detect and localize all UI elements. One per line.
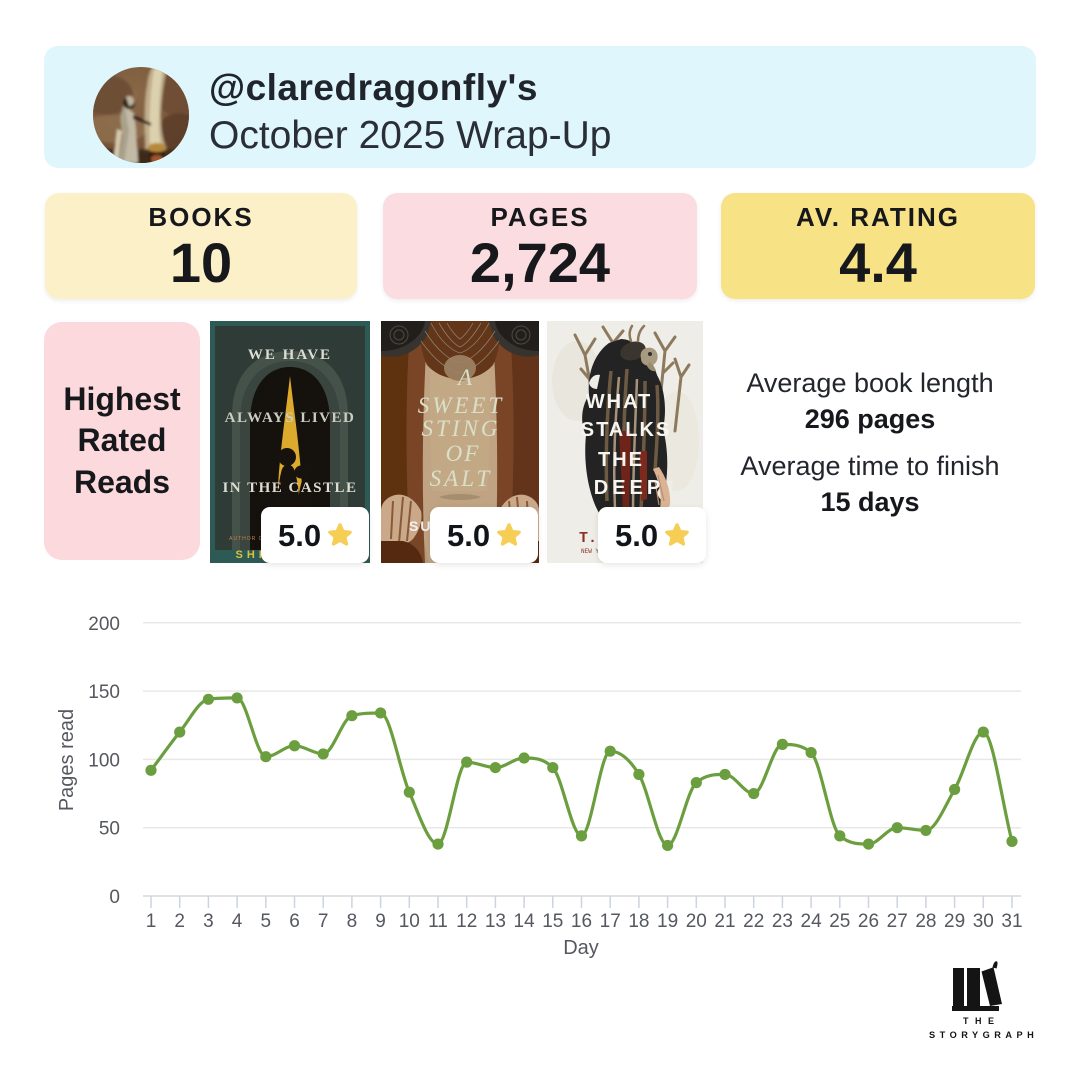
svg-text:STING: STING bbox=[422, 416, 501, 441]
svg-text:29: 29 bbox=[944, 911, 965, 932]
svg-text:50: 50 bbox=[99, 819, 120, 840]
svg-text:Pages read: Pages read bbox=[56, 709, 78, 811]
svg-text:27: 27 bbox=[887, 911, 908, 932]
svg-text:ALWAYS LIVED: ALWAYS LIVED bbox=[225, 410, 356, 426]
svg-text:24: 24 bbox=[801, 911, 823, 932]
svg-text:22: 22 bbox=[743, 911, 764, 932]
svg-text:18: 18 bbox=[628, 911, 649, 932]
svg-text:NEW YO: NEW YO bbox=[581, 548, 603, 555]
svg-text:THE: THE bbox=[963, 1016, 1001, 1026]
svg-text:21: 21 bbox=[714, 911, 735, 932]
svg-text:150: 150 bbox=[88, 682, 120, 703]
svg-text:20: 20 bbox=[686, 911, 707, 932]
svg-text:OF: OF bbox=[446, 441, 481, 466]
svg-text:16: 16 bbox=[571, 911, 592, 932]
svg-text:SALT: SALT bbox=[430, 466, 493, 491]
svg-text:IN THE CASTLE: IN THE CASTLE bbox=[222, 480, 357, 496]
svg-text:17: 17 bbox=[600, 911, 621, 932]
svg-text:Day: Day bbox=[563, 937, 599, 959]
svg-text:11: 11 bbox=[428, 911, 448, 932]
svg-text:7: 7 bbox=[318, 911, 329, 932]
svg-text:STALKS: STALKS bbox=[581, 419, 672, 441]
svg-text:25: 25 bbox=[829, 911, 850, 932]
svg-text:9: 9 bbox=[375, 911, 386, 932]
svg-text:SWEET: SWEET bbox=[418, 393, 505, 418]
svg-text:19: 19 bbox=[657, 911, 678, 932]
svg-text:31: 31 bbox=[1001, 911, 1022, 932]
svg-text:13: 13 bbox=[485, 911, 506, 932]
svg-text:3: 3 bbox=[203, 911, 214, 932]
svg-text:14: 14 bbox=[514, 911, 536, 932]
svg-text:AUTHOR OF THE: AUTHOR OF THE bbox=[229, 536, 283, 542]
svg-text:15: 15 bbox=[542, 911, 563, 932]
svg-text:100: 100 bbox=[88, 750, 120, 771]
svg-text:30: 30 bbox=[973, 911, 994, 932]
svg-text:WE HAVE: WE HAVE bbox=[248, 347, 332, 363]
svg-text:SU: SU bbox=[409, 518, 432, 534]
svg-text:200: 200 bbox=[88, 614, 120, 635]
svg-text:10: 10 bbox=[399, 911, 420, 932]
svg-text:0: 0 bbox=[109, 887, 120, 908]
svg-text:2: 2 bbox=[174, 911, 185, 932]
svg-text:STORYGRAPH: STORYGRAPH bbox=[929, 1030, 1038, 1040]
svg-text:1: 1 bbox=[146, 911, 157, 932]
svg-text:5: 5 bbox=[261, 911, 272, 932]
svg-text:4: 4 bbox=[232, 911, 243, 932]
svg-text:WHAT: WHAT bbox=[586, 391, 653, 413]
svg-text:THE: THE bbox=[598, 449, 644, 471]
svg-text:26: 26 bbox=[858, 911, 879, 932]
svg-text:12: 12 bbox=[456, 911, 477, 932]
svg-text:A: A bbox=[456, 365, 473, 390]
svg-text:8: 8 bbox=[347, 911, 358, 932]
svg-text:23: 23 bbox=[772, 911, 793, 932]
svg-text:28: 28 bbox=[915, 911, 936, 932]
svg-text:6: 6 bbox=[289, 911, 300, 932]
svg-text:DEEP: DEEP bbox=[594, 477, 664, 499]
